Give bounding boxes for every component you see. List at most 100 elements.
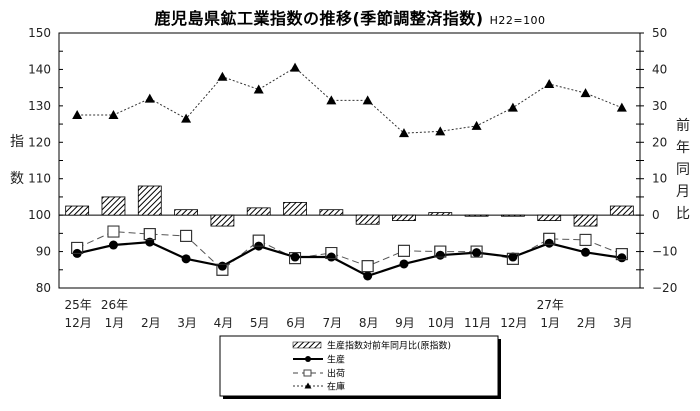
left-tick-label: 90 (36, 245, 51, 259)
production-marker (435, 250, 445, 260)
production-marker (508, 252, 518, 262)
x-month-label: 8月 (359, 316, 379, 330)
x-month-label: 1月 (105, 316, 125, 330)
left-y-axis: 80 90 100 110 120 130 140 150 (28, 26, 63, 295)
shipment-marker (579, 233, 592, 246)
inventory-marker (144, 93, 155, 103)
inventory-marker (253, 84, 264, 94)
triangle-marker-icon (304, 382, 312, 389)
legend-label: 出荷 (327, 368, 345, 380)
left-axis-title-char: 指 (10, 134, 24, 150)
yoy-bar (137, 185, 162, 216)
legend-label: 在庫 (327, 381, 345, 393)
production-marker (472, 248, 482, 258)
production-marker (108, 240, 118, 250)
title-text: 鹿児島県鉱工業指数の推移(季節調整済指数) (154, 9, 484, 28)
production-marker (617, 253, 627, 263)
legend-item-yoy: 生産指数対前年同月比(原指数) (292, 340, 451, 352)
x-month-label: 2月 (141, 316, 161, 330)
right-tick-label: −20 (652, 281, 677, 295)
series-line-在庫 (77, 66, 623, 134)
series-line-出荷 (76, 231, 623, 271)
inventory-marker (217, 71, 228, 81)
x-axis-labels: 12月 1月 2月 3月 4月 5月 6月 7月 8月 9月 10月 11月 12月 1月 2月 3月 25年 2… (65, 298, 633, 330)
plot-border (58, 32, 641, 289)
legend-item-shipment: 出荷 (293, 368, 345, 380)
production-marker (399, 259, 409, 269)
left-tick-label: 110 (28, 172, 51, 186)
yoy-bar (174, 209, 198, 216)
production-marker (145, 237, 155, 247)
inventory-marker (108, 109, 119, 119)
yoy-bar (246, 207, 271, 216)
inventory-marker (580, 88, 591, 98)
legend-item-production: 生産 (293, 354, 345, 366)
shipment-marker (397, 244, 410, 257)
left-tick-label: 100 (28, 208, 51, 222)
inventory-marker (544, 79, 555, 88)
shipment-marker (180, 229, 193, 242)
production-marker (326, 252, 336, 262)
axis-titles: 指数 前年同月比 (10, 117, 690, 222)
legend-label: 生産 (327, 354, 345, 366)
x-month-label: 12月 (500, 316, 527, 330)
x-month-label: 9月 (395, 316, 415, 330)
x-month-label: 10月 (428, 316, 455, 330)
inventory-marker (362, 95, 373, 105)
title-base-note: H22=100 (489, 14, 546, 27)
x-month-label: 4月 (214, 316, 234, 330)
production-marker (217, 261, 227, 271)
production-marker (544, 238, 554, 248)
right-axis-title-char: 比 (676, 206, 690, 222)
right-tick-label: 10 (652, 172, 667, 186)
yoy-bars (65, 185, 634, 227)
series-lines (71, 62, 628, 281)
x-year-label: 27年 (537, 298, 564, 312)
x-month-label: 3月 (613, 316, 633, 330)
yoy-bar (210, 214, 235, 227)
right-tick-label: 30 (652, 99, 667, 113)
yoy-bar (392, 214, 416, 222)
right-axis-title-char: 年 (676, 140, 690, 156)
x-month-label: 12月 (65, 316, 92, 330)
plot-area (58, 32, 641, 289)
left-axis-title-char: 数 (10, 171, 24, 187)
yoy-bar (537, 214, 562, 222)
series-line-生産 (76, 240, 623, 278)
x-month-label: 1月 (540, 316, 560, 330)
circle-marker-icon (305, 356, 311, 362)
x-year-label: 25年 (65, 298, 92, 312)
left-tick-label: 150 (28, 26, 51, 40)
shipment-marker (361, 260, 374, 273)
x-month-label: 11月 (464, 316, 491, 330)
legend-box (219, 335, 499, 397)
x-month-label: 2月 (577, 316, 597, 330)
legend-label: 生産指数対前年同月比(原指数) (327, 340, 451, 352)
right-tick-label: 50 (652, 26, 667, 40)
hatch-swatch-icon (292, 341, 322, 349)
yoy-bar (283, 201, 307, 216)
inventory-marker (507, 102, 518, 112)
production-marker (290, 252, 300, 262)
x-year-label: 26年 (101, 298, 128, 312)
production-marker (181, 254, 191, 264)
left-tick-label: 80 (36, 281, 51, 295)
yoy-bar (501, 214, 525, 217)
yoy-bar (609, 205, 634, 216)
production-marker (363, 271, 373, 281)
square-marker-icon (303, 369, 312, 377)
inventory-marker (290, 62, 301, 72)
right-tick-label: 0 (652, 208, 660, 222)
right-y-axis: −20 −10 0 10 20 30 40 50 (636, 26, 677, 295)
inventory-marker (72, 109, 83, 119)
yoy-bar (464, 214, 489, 217)
x-month-label: 3月 (177, 316, 197, 330)
inventory-marker (181, 113, 192, 123)
yoy-bar (355, 214, 380, 225)
x-month-label: 6月 (286, 316, 306, 330)
right-tick-label: 20 (652, 135, 667, 149)
inventory-marker (326, 95, 337, 105)
legend-item-inventory: 在庫 (293, 381, 345, 393)
